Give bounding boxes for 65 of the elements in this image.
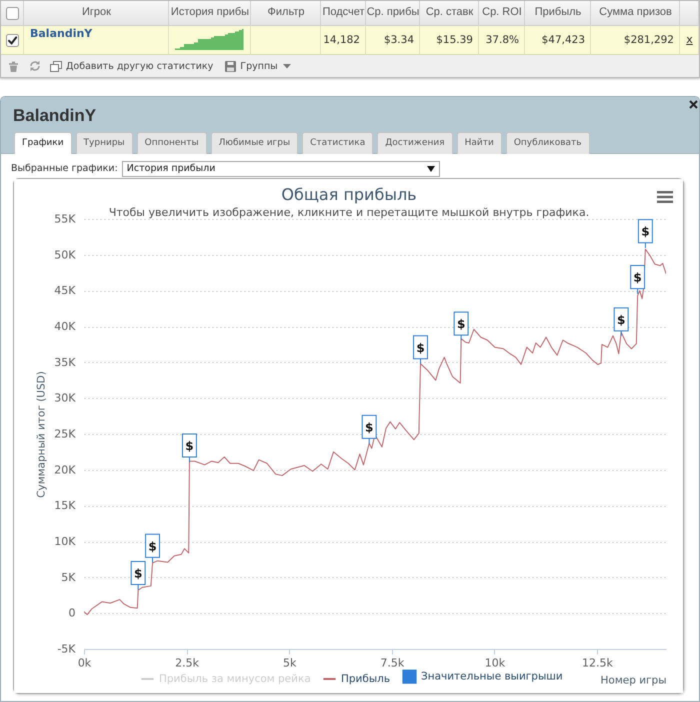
- chart-title: Общая прибыль: [281, 185, 417, 204]
- text: Выбранные графики:: [11, 162, 118, 176]
- data-label: $: [185, 438, 194, 453]
- x-axis-title: Номер игры: [600, 674, 666, 686]
- text: BalandinY: [13, 105, 96, 127]
- y-tick-label: 50K: [54, 248, 76, 262]
- text: Найти: [456, 132, 502, 154]
- y-tick-label: 30K: [54, 392, 76, 405]
- text: Турниры: [76, 132, 133, 154]
- text: Подсчет: [321, 1, 366, 25]
- text: Достижения: [377, 132, 453, 154]
- text: Игрок: [24, 1, 169, 25]
- y-tick-label: 20K: [54, 463, 76, 476]
- text: Сумма призов: [591, 1, 680, 25]
- data-label: $: [365, 420, 374, 434]
- text: Группы: [240, 60, 278, 72]
- text: Графики: [14, 132, 72, 154]
- y-tick-label: -5K: [57, 642, 76, 656]
- x-tick-label: 2.5k: [175, 656, 200, 670]
- text: Ср. прибы: [366, 1, 420, 25]
- data-label: $: [617, 312, 626, 327]
- data-label: $: [456, 317, 466, 332]
- y-axis-title: Суммарный итог (USD): [35, 371, 48, 498]
- text: Прибыль: [525, 1, 591, 25]
- y-tick-label: 25K: [54, 428, 76, 440]
- text: Ср. ставк: [420, 1, 479, 25]
- data-label: $: [641, 224, 650, 239]
- data-label: $: [148, 539, 157, 554]
- x-tick-label: 0k: [78, 656, 92, 670]
- legend-label: Прибыль: [341, 673, 390, 685]
- data-label: $: [134, 566, 142, 581]
- data-label: $: [633, 270, 642, 285]
- y-tick-label: 0: [68, 606, 76, 620]
- text: 37.8%: [484, 33, 519, 48]
- y-tick-label: 40K: [54, 320, 76, 333]
- line-series: [84, 248, 666, 616]
- text: BalandinY: [30, 27, 92, 41]
- text: 14,182: [322, 33, 360, 48]
- chart-subtitle: Чтобы увеличить изображение, кликните и перетащите мышкой внутрь графика.: [108, 206, 590, 219]
- text: Статистика: [302, 132, 374, 154]
- text: $15.39: [435, 33, 473, 48]
- legend-label: Значительные выигрыши: [421, 670, 563, 683]
- y-tick-label: 55K: [54, 212, 76, 226]
- text: $3.34: [382, 33, 414, 48]
- text: История прибы: [169, 1, 251, 25]
- x-tick-label: 7.5k: [380, 656, 405, 670]
- text: Опубликовать: [506, 132, 590, 154]
- text: История прибыли: [126, 162, 216, 176]
- y-tick-label: 10K: [54, 535, 76, 548]
- text: Ср. ROI: [479, 1, 525, 25]
- y-tick-label: 35K: [54, 356, 76, 369]
- x-tick-label: 5k: [283, 656, 297, 670]
- y-tick-label: 5K: [61, 570, 76, 584]
- y-tick-label: 15K: [54, 499, 76, 512]
- x-tick-label: 12.5k: [582, 656, 614, 670]
- text: Добавить другую статистику: [66, 60, 214, 72]
- text: $47,423: [540, 33, 585, 48]
- data-label: $: [416, 340, 425, 355]
- x-tick-label: 10k: [484, 656, 506, 670]
- text: $281,292: [622, 33, 674, 48]
- text: Фильтр: [251, 1, 321, 25]
- text: Оппоненты: [136, 132, 207, 154]
- text: x: [685, 32, 694, 48]
- y-tick-label: 45K: [54, 284, 76, 298]
- text: Любимые игры: [210, 132, 298, 154]
